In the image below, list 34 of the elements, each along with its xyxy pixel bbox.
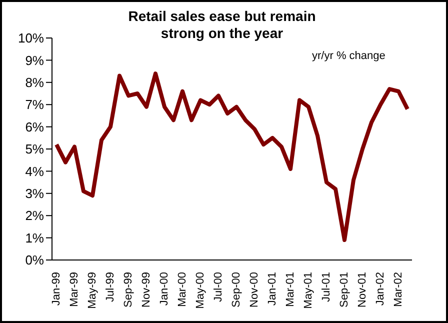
x-tick-label: Jan-99 <box>50 272 62 306</box>
x-tick-label: Jul-00 <box>212 272 224 302</box>
x-tick-label: Sep-99 <box>122 272 134 308</box>
y-tick-label: 0% <box>25 252 44 268</box>
x-tick-label: Jul-99 <box>104 272 116 302</box>
y-tick-label: 2% <box>25 208 44 224</box>
x-tick-label: Nov-00 <box>248 272 260 308</box>
x-tick-label: Mar-01 <box>284 272 296 307</box>
y-tick-label: 8% <box>25 75 44 90</box>
x-tick-label: Mar-99 <box>68 272 80 307</box>
x-tick-label: Jan-00 <box>158 272 170 306</box>
annotation: yr/yr % change <box>312 50 386 62</box>
y-tick-label: 6% <box>25 119 44 134</box>
chart-title: Retail sales ease but remain strong on the year <box>127 8 317 42</box>
y-tick-label: 7% <box>25 97 44 112</box>
x-tick-label: May-99 <box>86 272 98 309</box>
x-tick-label: Mar-02 <box>392 272 404 307</box>
y-tick-label: 1% <box>25 230 44 246</box>
x-tick-label: Jan-01 <box>266 272 278 306</box>
x-tick-label: Nov-99 <box>140 272 152 308</box>
y-tick-label: 9% <box>25 52 44 68</box>
y-tick-label: 3% <box>25 186 44 202</box>
line-series <box>54 72 410 242</box>
x-tick-label: May-01 <box>302 272 314 309</box>
x-tick-label: Nov-01 <box>356 272 368 308</box>
x-tick-label: Jan-02 <box>374 272 386 306</box>
x-tick-label: Sep-01 <box>338 272 350 308</box>
y-tick-label: 5% <box>25 142 44 157</box>
x-tick-label: May-00 <box>194 272 206 309</box>
x-tick-label: Mar-00 <box>176 272 188 307</box>
x-tick-label: Sep-00 <box>230 272 242 308</box>
y-tick-label: 10% <box>18 30 44 46</box>
y-tick-label: 4% <box>25 164 44 179</box>
x-tick-label: Jul-01 <box>320 272 332 302</box>
